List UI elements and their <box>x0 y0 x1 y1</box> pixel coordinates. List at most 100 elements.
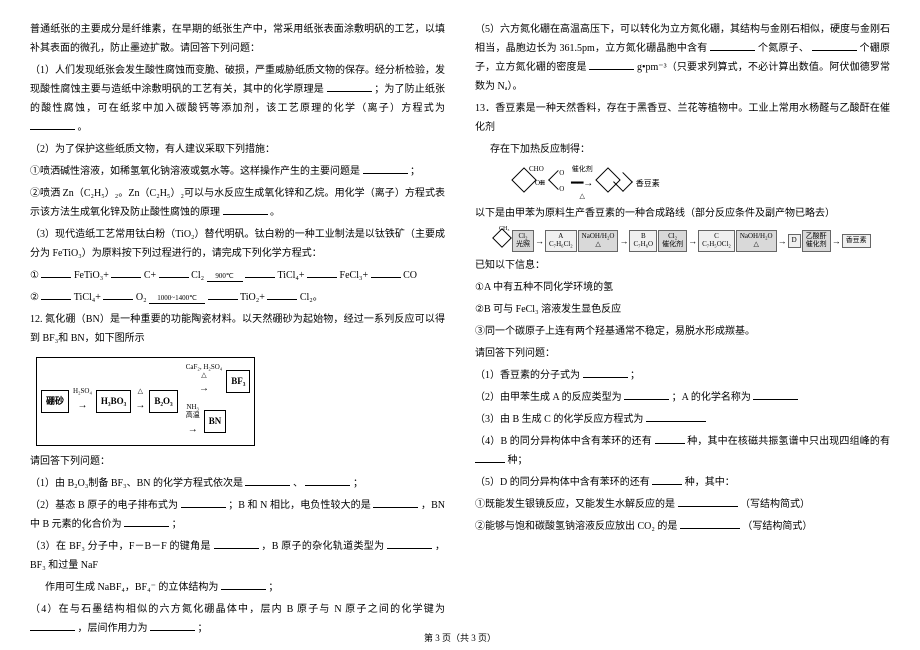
blank <box>245 267 275 278</box>
blank <box>41 267 71 278</box>
q12-1: （1）由 B₂O₃制备 BF₃、BN 的化学方程式依次是 、 ； <box>30 474 445 493</box>
eq1-num: ① <box>30 270 39 281</box>
blank <box>363 163 408 174</box>
blank <box>124 516 169 527</box>
answer-head: 请回答下列问题： <box>475 344 890 363</box>
eq2-o2: O₂ <box>136 292 147 303</box>
q13-1: （1）香豆素的分子式为 ； <box>475 366 890 385</box>
para-q3: （3）现代造纸工艺常用钛白粉（TiO₂）替代明矾。钛白粉的一种工业制法是以钛铁矿… <box>30 225 445 263</box>
blank <box>223 204 268 215</box>
box-h3bo3: H₃BO₃ <box>96 390 131 413</box>
synthesis-route: CH₃ Cl₂ 光照 → A C₇H₆Cl₂ NaOH/H₂O △ → B C₇… <box>495 230 871 251</box>
para-12: 12. 氮化硼（BN）是一种重要的功能陶瓷材料。以天然硼砂为起始物，经过一系列反… <box>30 310 445 348</box>
arrow-nh3: NH₃ 高温 → <box>186 404 200 438</box>
page-footer: 第 3 页（共 3 页） <box>0 631 920 644</box>
blank <box>30 620 75 631</box>
blank <box>678 496 738 507</box>
blank <box>103 289 133 300</box>
blank <box>307 267 337 278</box>
reaction-diagram: CHO OH + O O 催化剂 ━━→ △ 香豆素 <box>515 166 660 200</box>
blank <box>646 411 706 422</box>
blank <box>624 389 669 400</box>
route-d: D <box>788 234 801 248</box>
para-13b: 存在下加热反应制得： <box>475 140 890 159</box>
q2-2-end: 。 <box>270 207 280 218</box>
para-13: 13．香豆素是一种天然香料，存在于黑香豆、兰花等植物中。工业上常用水杨醛与乙酸酐… <box>475 99 890 137</box>
right-column: （5）六方氮化硼在高温高压下，可以转化为立方氮化硼，其结构与金刚石相似，硬度与金… <box>475 20 890 630</box>
route-arrow: → <box>832 233 841 250</box>
q12-3: （3）在 BF₃ 分子中，F－B－F 的键角是 ，B 原子的杂化轨道类型为 ，B… <box>30 537 445 575</box>
blank <box>41 289 71 300</box>
para-q2: （2）为了保护这些纸质文物，有人建议采取下列措施： <box>30 140 445 159</box>
eq1-arrow: 900℃ <box>207 273 243 282</box>
arrow-delta: △ → <box>135 388 145 415</box>
route-arrow: → <box>619 233 628 250</box>
eq1-fetio3: FeTiO₃+ <box>74 270 109 281</box>
blank <box>710 40 755 51</box>
route-cl2: Cl₂ 光照 <box>512 230 534 251</box>
q13-3: （3）由 B 生成 C 的化学反应方程式为 <box>475 410 890 429</box>
route-cl2-2: Cl₂ 催化剂 <box>658 230 687 251</box>
eq1-arrow-label: 900℃ <box>215 273 233 281</box>
eq2-arrow-label: 1000~1400℃ <box>157 295 197 303</box>
blank <box>387 538 432 549</box>
q13-5-2: ②能够与饱和碳酸氢钠溶液反应放出 CO₂ 的是 （写结构简式） <box>475 517 890 536</box>
blank <box>214 538 259 549</box>
blank <box>245 475 290 486</box>
q13-2: （2）由甲苯生成 A 的反应类型为 ；A 的化学名称为 <box>475 388 890 407</box>
blank <box>753 389 798 400</box>
blank <box>327 81 372 92</box>
route-a: A C₇H₆Cl₂ <box>545 230 577 251</box>
eq2-num: ② <box>30 292 39 303</box>
equation-2: ② TiCl₄+ O₂ 1000~1400℃ TiO₂+ Cl₂。 <box>30 288 445 307</box>
blank <box>30 119 75 130</box>
q13-4: （4）B 的同分异构体中含有苯环的还有 种，其中在核磁共振氢谱中只出现四组峰的有… <box>475 432 890 470</box>
blank <box>267 289 297 300</box>
box-pengsha: 硼砂 <box>41 390 69 413</box>
blank <box>680 518 740 529</box>
route-anhydride: 乙酸酐 催化剂 <box>802 230 831 251</box>
q13-5: （5）D 的同分异构体中含有苯环的还有 种，其中： <box>475 473 890 492</box>
para-q2-1: ①喷洒碱性溶液，如稀氢氧化钠溶液或氨水等。这样操作产生的主要问题是 ； <box>30 162 445 181</box>
para-route-intro: 以下是由甲苯为原料生产香豆素的一种合成路线（部分反应条件及副产物已略去） <box>475 204 890 223</box>
box-bn: BN <box>204 410 227 433</box>
blank <box>371 267 401 278</box>
anhydride-icon <box>548 170 568 190</box>
blank <box>583 367 628 378</box>
route-naoh2: NaOH/H₂O △ <box>736 230 777 251</box>
q1-text-c: 。 <box>78 122 88 133</box>
q12-5: （5）六方氮化硼在高温高压下，可以转化为立方氮化硼，其结构与金刚石相似，硬度与金… <box>475 20 890 96</box>
blank <box>475 452 505 463</box>
blank <box>655 433 685 444</box>
box-bf3: BF₃ <box>226 370 250 393</box>
route-product: 香豆素 <box>842 234 871 248</box>
blank <box>373 497 418 508</box>
info-3: ③同一个碳原子上连有两个羟基通常不稳定，易脱水形成羰基。 <box>475 322 890 341</box>
route-arrow: → <box>535 233 544 250</box>
arrow-caf2: CaF₂, H₂SO₄ △ → <box>186 364 223 398</box>
blank <box>812 40 857 51</box>
blank <box>150 620 195 631</box>
route-b: B C₇H₆O <box>629 230 657 251</box>
blank <box>111 267 141 278</box>
eq1-cl2: Cl₂ <box>191 270 204 281</box>
info-2: ②B 可与 FeCl₃ 溶液发生显色反应 <box>475 300 890 319</box>
route-arrow: → <box>688 233 697 250</box>
para-q2-2: ②喷洒 Zn（C₂H₅）₂。Zn（C₂H₅）₂可以与水反应生成氧化锌和乙烷。用化… <box>30 184 445 222</box>
route-arrow: → <box>778 233 787 250</box>
box-b2o3: B₂O₃ <box>149 390 177 413</box>
para-q1: （1）人们发现纸张会发生酸性腐蚀而变脆、破损，严重威胁纸质文物的保存。经分析检验… <box>30 61 445 137</box>
q12-2: （2）基态 B 原子的电子排布式为 ；B 和 N 相比，电负性较大的是 ，BN … <box>30 496 445 534</box>
eq2-ticl4: TiCl₄+ <box>74 292 101 303</box>
left-column: 普通纸张的主要成分是纤维素，在早期的纸张生产中，常采用纸张表面涂敷明矾的工艺，以… <box>30 20 445 630</box>
eq1-co: CO <box>403 270 417 281</box>
route-c: C C₇H₅OCl₂ <box>698 230 735 251</box>
bn-diagram: 硼砂 H₂SO₄ → H₃BO₃ △ → B₂O₃ CaF₂, H₂SO₄ △ … <box>36 357 255 446</box>
q12-3b: 作用可生成 NaBF₄，BF₄⁻ 的立体结构为 ； <box>30 578 445 597</box>
eq1-ticl4: TiCl₄+ <box>277 270 304 281</box>
blank <box>652 474 682 485</box>
para-intro: 普通纸张的主要成分是纤维素，在早期的纸张生产中，常采用纸张表面涂敷明矾的工艺，以… <box>30 20 445 58</box>
eq2-cl2: Cl₂。 <box>300 292 323 303</box>
eq1-fecl3: FeCl₃+ <box>340 270 369 281</box>
blank <box>305 475 350 486</box>
